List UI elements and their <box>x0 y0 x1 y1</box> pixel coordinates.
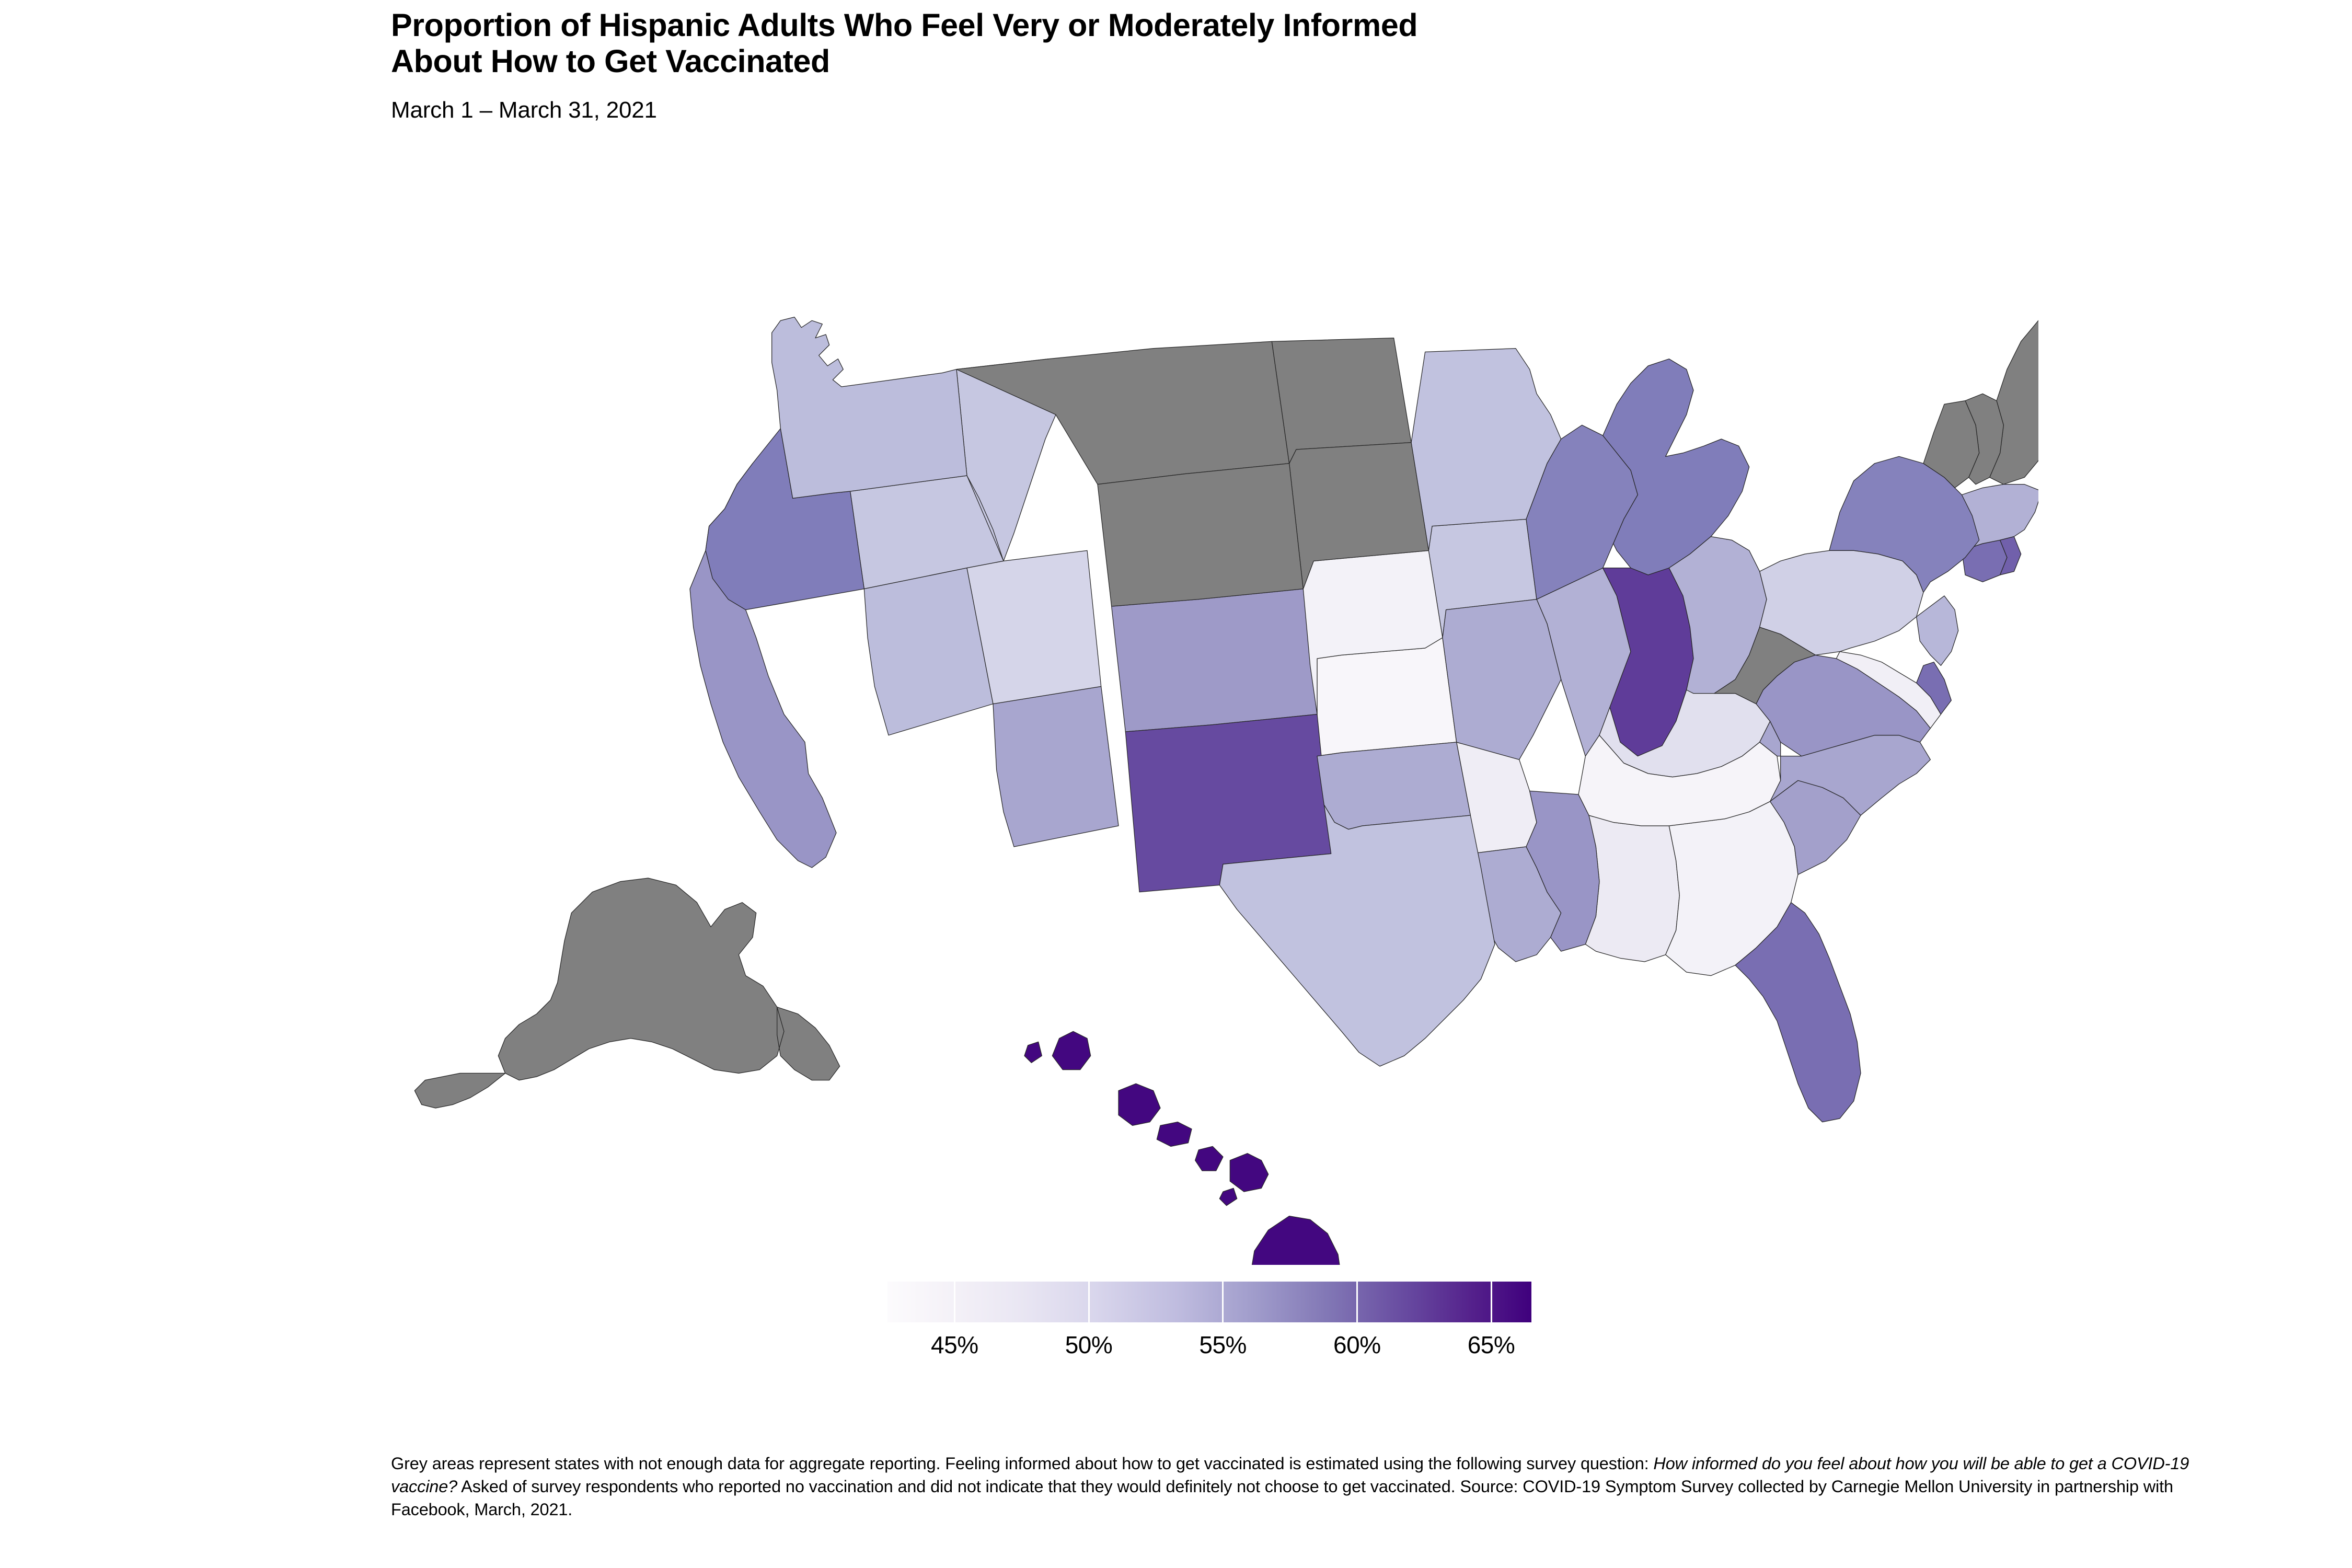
state-wv[interactable] <box>1714 627 1815 704</box>
state-ak[interactable] <box>414 878 839 1108</box>
state-hi[interactable] <box>1024 1031 1342 1265</box>
state-co[interactable] <box>1112 589 1317 732</box>
state-nj[interactable] <box>1917 596 1958 665</box>
legend-tick-45 <box>953 1282 955 1322</box>
state-sc[interactable] <box>1770 780 1861 874</box>
legend-label-60: 60% <box>1333 1331 1381 1358</box>
state-tn[interactable] <box>1578 735 1781 826</box>
state-mo[interactable] <box>1443 599 1561 760</box>
legend-label-50: 50% <box>1065 1331 1113 1358</box>
legend-tick-55 <box>1222 1282 1224 1322</box>
legend-tick-50 <box>1088 1282 1090 1322</box>
legend-label-55: 55% <box>1199 1331 1247 1358</box>
footnote-part-2: Asked of survey respondents who reported… <box>391 1477 2173 1519</box>
footnote-survey-question: How informed do you feel about how you w… <box>391 1454 2189 1496</box>
state-wi[interactable] <box>1526 425 1638 599</box>
legend-label-45: 45% <box>931 1331 978 1358</box>
state-vt[interactable] <box>1923 401 1979 488</box>
choropleth-map <box>366 220 2038 1265</box>
state-ut[interactable] <box>967 550 1101 704</box>
state-wy[interactable] <box>1098 464 1303 606</box>
us-states-svg <box>366 220 2038 1265</box>
state-az[interactable] <box>993 686 1119 847</box>
state-ms[interactable] <box>1526 791 1599 951</box>
legend-tick-60 <box>1356 1282 1358 1322</box>
footnote-text: Grey areas represent states with not eno… <box>391 1452 2226 1521</box>
colorbar-tick-labels: 45% 50% 55% 60% 65% <box>887 1331 1531 1367</box>
legend-label-65: 65% <box>1467 1331 1515 1358</box>
state-ri[interactable] <box>2000 537 2021 575</box>
state-tx[interactable] <box>1219 805 1495 1066</box>
legend-colorbar: 45% 50% 55% 60% 65% <box>887 1282 1531 1367</box>
state-fl[interactable] <box>1735 903 1861 1122</box>
legend-tick-65 <box>1490 1282 1492 1322</box>
state-ok[interactable] <box>1317 742 1470 829</box>
date-range-subtitle: March 1 – March 31, 2021 <box>391 97 657 123</box>
footnote-part-1: Grey areas represent states with not eno… <box>391 1454 1654 1473</box>
state-wa[interactable] <box>772 317 967 499</box>
chart-header: Proportion of Hispanic Adults Who Feel V… <box>391 7 2168 123</box>
page-title: Proportion of Hispanic Adults Who Feel V… <box>391 7 1418 79</box>
state-al[interactable] <box>1585 815 1679 962</box>
colorbar-gradient <box>887 1282 1531 1322</box>
